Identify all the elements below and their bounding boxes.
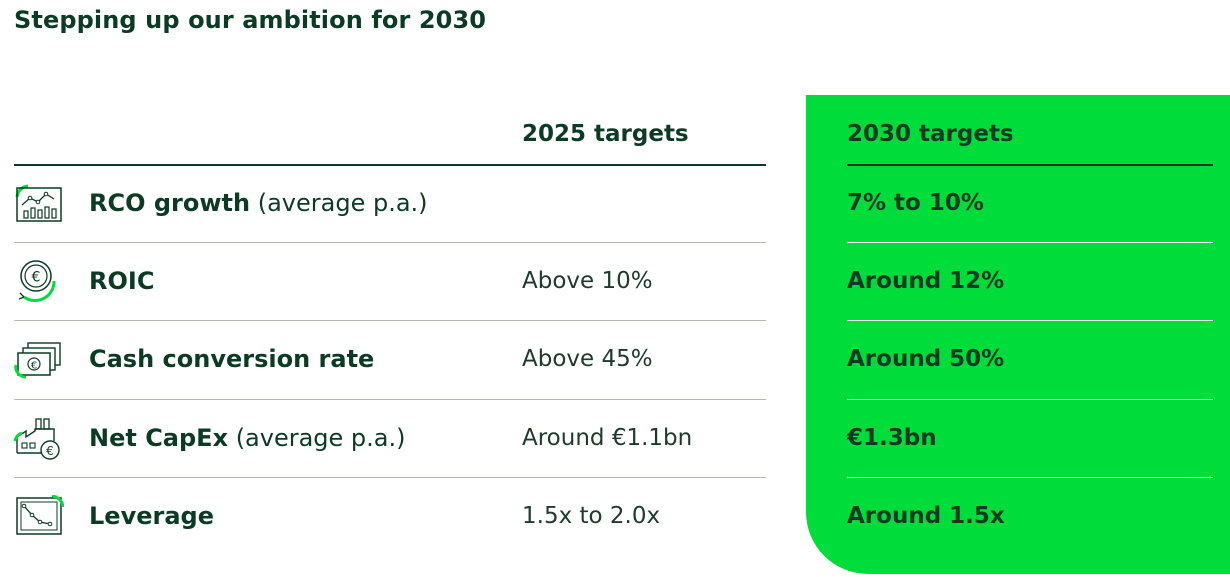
svg-text:€: €	[32, 270, 41, 286]
target-2030-value: €1.3bn	[847, 425, 937, 451]
table-row-roic: € ROIC Above 10% Around 12%	[0, 244, 1230, 322]
svg-text:€: €	[46, 444, 54, 458]
column-header-2030: 2030 targets	[847, 121, 1014, 147]
metric-label: Net CapEx (average p.a.)	[89, 424, 406, 452]
header-divider-left	[14, 164, 766, 166]
row-divider	[14, 477, 766, 556]
header-divider-right	[847, 164, 1213, 166]
target-2025-value: Above 45%	[522, 346, 653, 372]
target-2030-value: Around 50%	[847, 346, 1005, 372]
metric-label: ROIC	[89, 267, 155, 295]
table-row-leverage: Leverage 1.5x to 2.0x Around 1.5x	[0, 479, 1230, 557]
page-title: Stepping up our ambition for 2030	[14, 6, 487, 34]
row-divider	[14, 242, 766, 321]
metric-label: Cash conversion rate	[89, 345, 375, 373]
target-2030-value: 7% to 10%	[847, 190, 984, 216]
factory-euro-icon: €	[14, 417, 64, 461]
target-2030-value: Around 1.5x	[847, 503, 1005, 529]
row-divider-green	[847, 477, 1213, 478]
euro-coin-cycle-icon: €	[14, 259, 64, 303]
row-divider-green	[847, 320, 1213, 321]
target-2025-value: Above 10%	[522, 268, 653, 294]
table-row-rco-growth: RCO growth (average p.a.) 7% to 10%	[0, 166, 1230, 244]
target-2025-value: 1.5x to 2.0x	[522, 503, 661, 529]
metric-label: RCO growth (average p.a.)	[89, 189, 428, 217]
target-2025-value: Around €1.1bn	[522, 425, 693, 451]
column-header-2025: 2025 targets	[522, 121, 689, 147]
row-divider-green	[847, 242, 1213, 243]
targets-2030-panel	[806, 95, 1230, 574]
row-divider-green	[847, 399, 1213, 400]
table-row-cash-conversion: € Cash conversion rate Above 45% Around …	[0, 322, 1230, 400]
declining-line-chart-icon	[14, 495, 64, 539]
svg-text:€: €	[31, 361, 37, 372]
bar-chart-trend-icon	[14, 183, 64, 227]
banknotes-euro-icon: €	[14, 339, 64, 383]
target-2030-value: Around 12%	[847, 268, 1005, 294]
row-divider	[14, 320, 766, 399]
table-row-net-capex: € Net CapEx (average p.a.) Around €1.1bn…	[0, 401, 1230, 479]
metric-label: Leverage	[89, 502, 214, 530]
row-divider	[14, 399, 766, 478]
